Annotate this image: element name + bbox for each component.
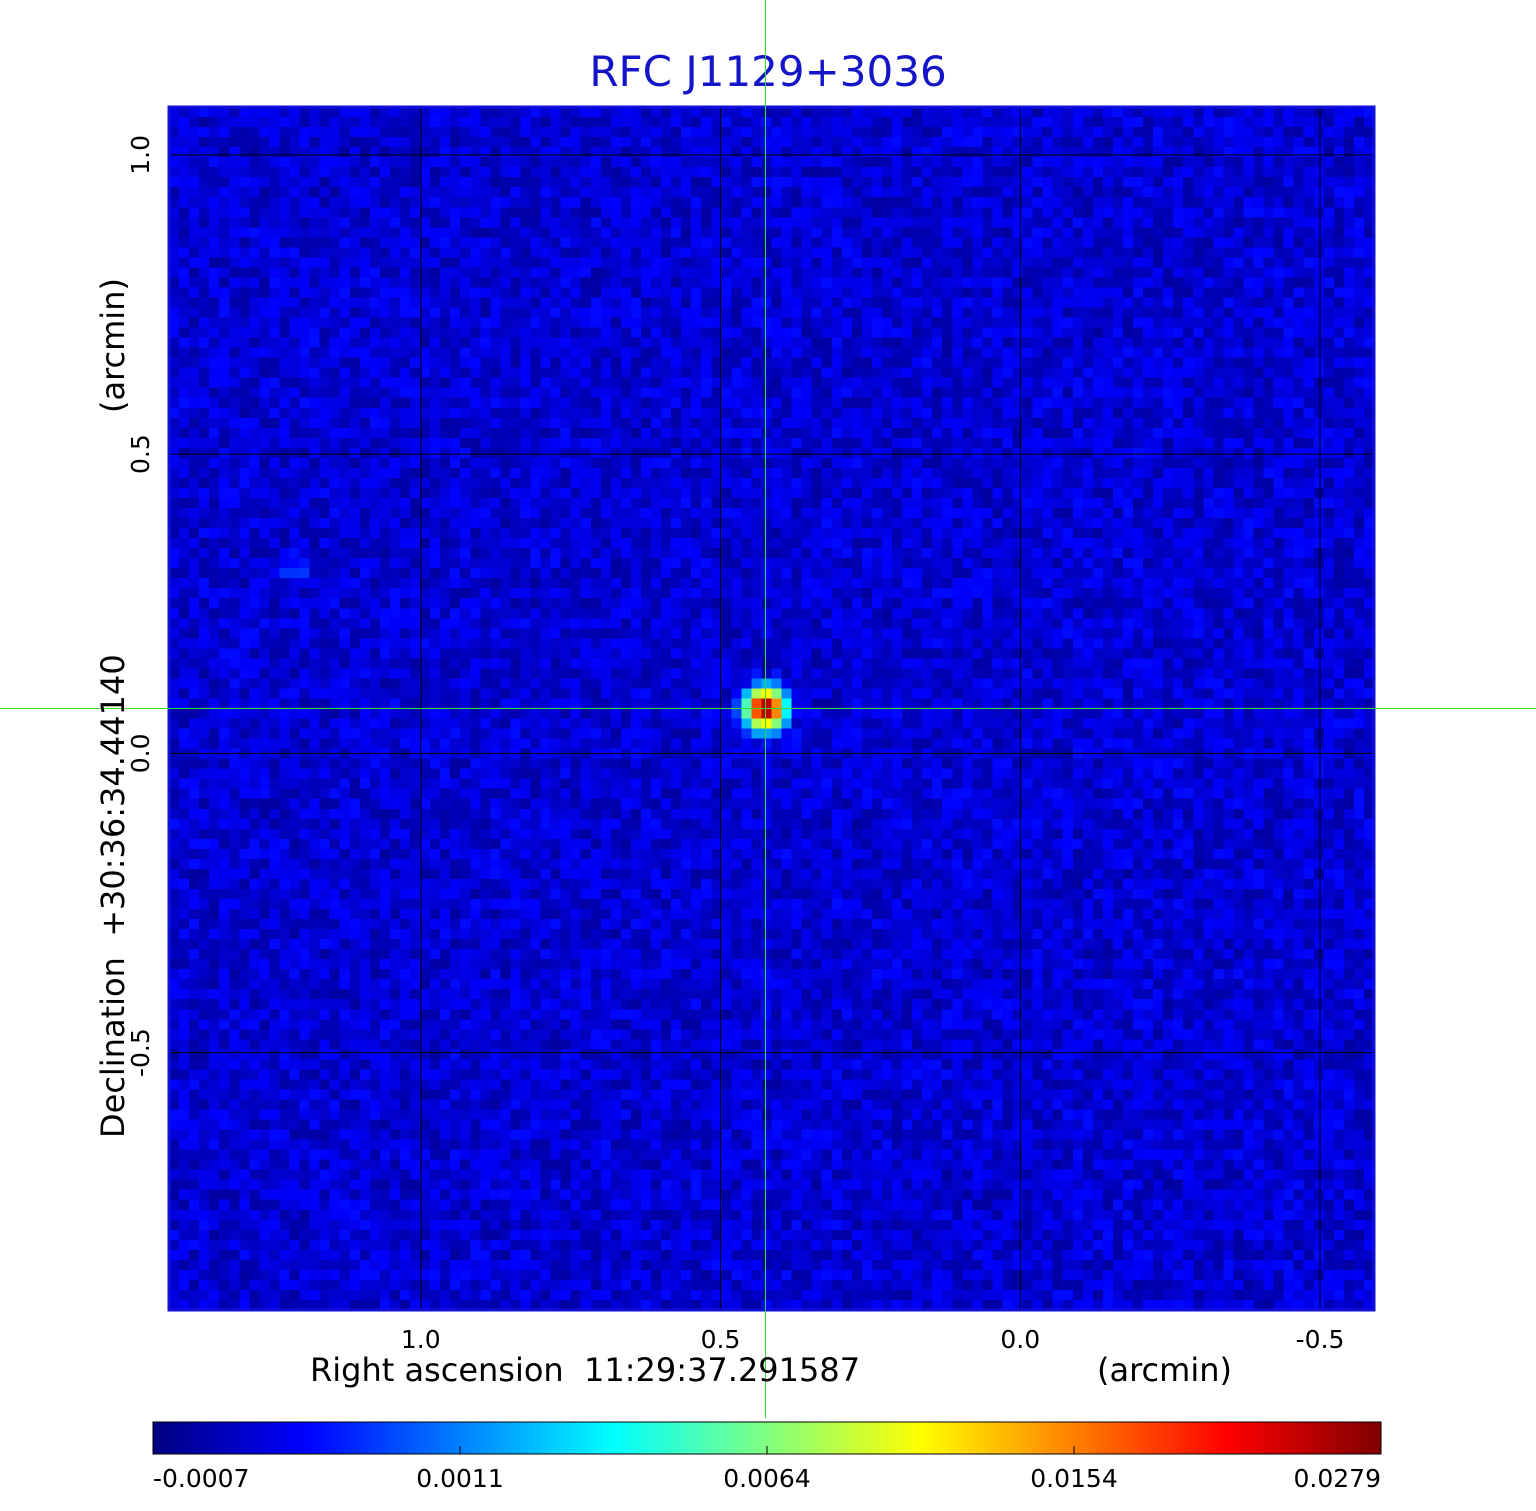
colorbar-tick-label: 0.0064 — [723, 1464, 810, 1493]
y-tick-label: -0.5 — [126, 1028, 155, 1077]
y-tick-label: 1.0 — [126, 135, 155, 175]
x-axis-label: Right ascension 11:29:37.291587 — [310, 1351, 861, 1389]
colorbar-tick-label: 0.0279 — [1294, 1464, 1381, 1493]
y-axis-label: Declination +30:36:34.44140 — [94, 654, 132, 1138]
y-axis-unit: (arcmin) — [94, 278, 132, 413]
x-tick-label: 0.0 — [1000, 1325, 1040, 1354]
x-axis-unit: (arcmin) — [1097, 1351, 1232, 1389]
y-tick-label: 0.0 — [126, 734, 155, 774]
y-tick-label: 0.5 — [126, 434, 155, 474]
colorbar-tick-label: -0.0007 — [153, 1464, 250, 1493]
x-tick-label: 0.5 — [701, 1325, 741, 1354]
x-tick-label: -0.5 — [1296, 1325, 1345, 1354]
x-tick-label: 1.0 — [401, 1325, 441, 1354]
chart-title: RFC J1129+3036 — [589, 47, 947, 96]
colorbar-tick-label: 0.0154 — [1030, 1464, 1117, 1493]
colorbar-tick-label: 0.0011 — [416, 1464, 503, 1493]
